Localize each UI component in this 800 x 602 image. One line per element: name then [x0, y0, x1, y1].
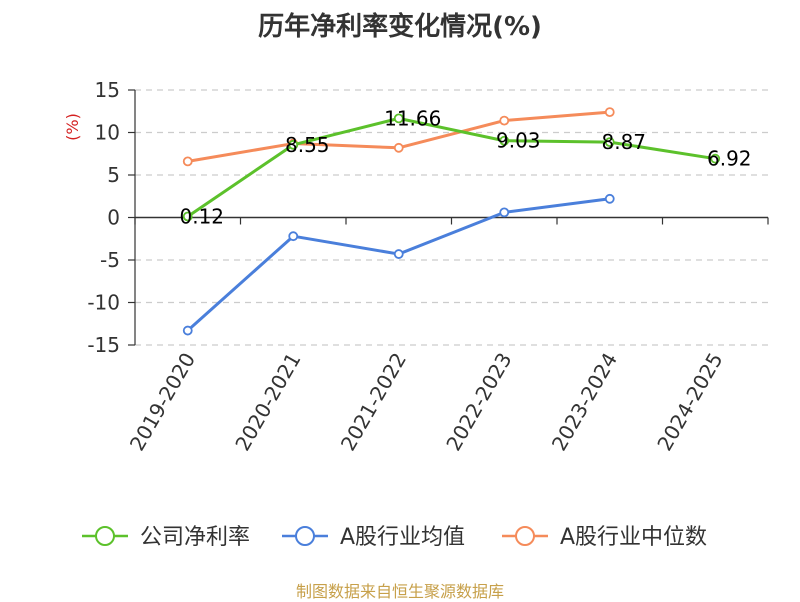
data-label: 0.12	[179, 204, 224, 228]
legend-swatch-marker	[515, 526, 535, 546]
x-tick-label: 2019-2020	[125, 349, 200, 455]
y-tick-label: -10	[87, 291, 120, 315]
x-tick-label: 2023-2024	[547, 349, 622, 455]
data-point	[182, 156, 193, 167]
data-point	[499, 207, 510, 218]
x-tick-label: 2021-2022	[336, 349, 411, 455]
legend-label: A股行业均值	[340, 525, 465, 550]
y-tick-label: 10	[95, 121, 120, 145]
data-point	[182, 325, 193, 336]
x-tick-label: 2022-2023	[441, 349, 516, 455]
data-label: 11.66	[384, 106, 441, 130]
data-point	[393, 142, 404, 153]
x-tick-label: 2024-2025	[652, 349, 727, 455]
legend-item[interactable]: 公司净利率	[82, 525, 250, 550]
data-point	[499, 135, 510, 146]
data-point	[604, 193, 615, 204]
legend-label: A股行业中位数	[560, 525, 707, 550]
data-point	[710, 153, 721, 164]
x-tick-label: 2020-2021	[230, 349, 305, 455]
data-point	[604, 107, 615, 117]
legend[interactable]: 公司净利率 A股行业均值 A股行业中位数	[82, 525, 707, 550]
data-point	[604, 137, 615, 148]
legend-swatch-marker	[95, 526, 115, 546]
series-line	[186, 116, 716, 218]
y-tick-label: -5	[100, 248, 120, 272]
series-line	[186, 197, 610, 332]
y-tick-label: 15	[95, 78, 120, 102]
data-point	[393, 113, 404, 124]
source-note: 制图数据来自恒生聚源数据库	[295, 582, 504, 601]
series-lines	[182, 107, 721, 336]
data-point	[288, 139, 299, 150]
y-tick-label: 0	[107, 206, 120, 230]
legend-item[interactable]: A股行业中位数	[502, 525, 707, 550]
data-point	[288, 231, 299, 242]
y-tick-label: 5	[107, 163, 120, 187]
data-label: 8.87	[601, 130, 646, 154]
data-label: 9.03	[496, 129, 541, 153]
data-point	[393, 249, 404, 259]
data-label: 6.92	[707, 147, 752, 171]
legend-label: 公司净利率	[140, 525, 250, 550]
data-label: 8.55	[285, 133, 330, 157]
y-tick-label: -15	[87, 333, 120, 357]
legend-item[interactable]: A股行业均值	[282, 525, 465, 550]
legend-swatch-marker	[295, 526, 315, 546]
y-axis-unit-label: (%)	[63, 113, 82, 141]
data-point	[182, 211, 193, 222]
data-point	[499, 115, 510, 126]
data-labels: 0.12 8.55 11.66 9.03 8.87 6.92	[179, 106, 751, 228]
chart-title: 历年净利率变化情况(%)	[258, 12, 542, 42]
